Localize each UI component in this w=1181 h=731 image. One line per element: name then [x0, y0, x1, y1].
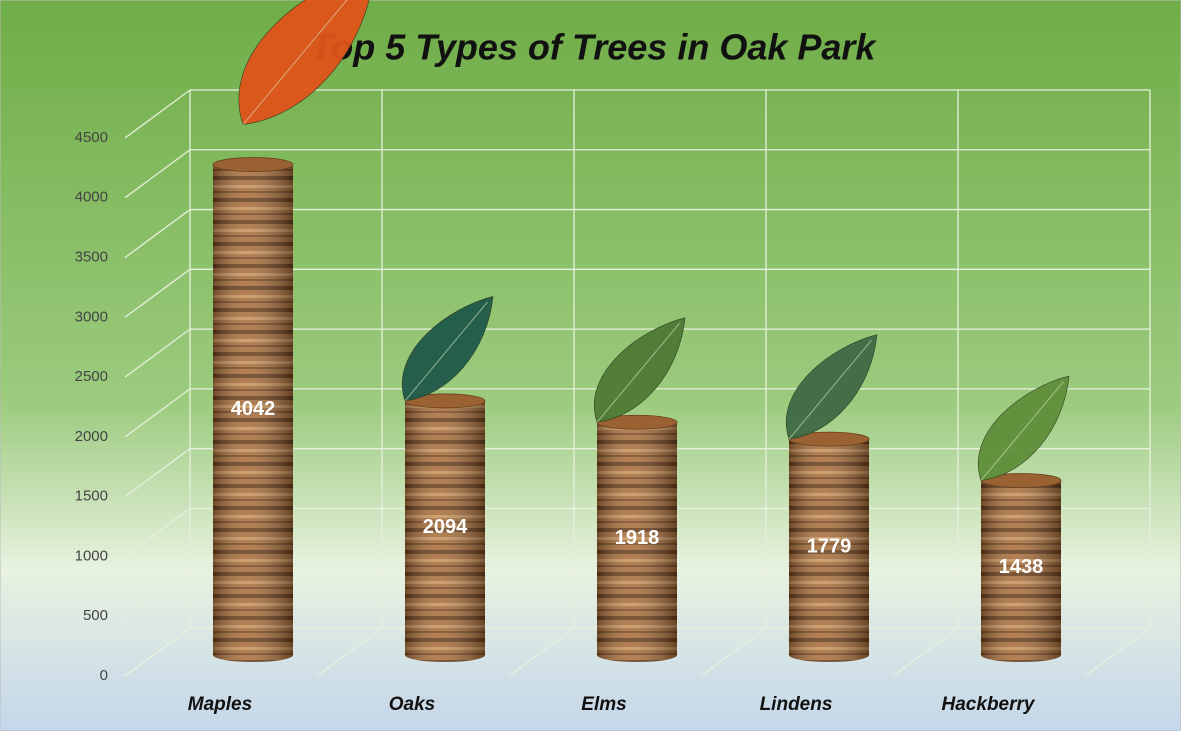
leaf-vein — [596, 322, 680, 423]
cylinder-shade — [405, 400, 485, 662]
chart-title: Top 5 Types of Trees in Oak Park — [311, 27, 878, 68]
data-label: 1918 — [615, 527, 660, 549]
leaf-vein — [788, 339, 872, 440]
data-label: 4042 — [231, 398, 276, 420]
bar — [788, 431, 870, 662]
y-tick-label: 1000 — [75, 547, 108, 564]
grid-line — [124, 507, 191, 557]
grid-line — [124, 448, 191, 498]
bar — [404, 393, 486, 662]
x-tick-label: Oaks — [389, 694, 435, 715]
y-tick-label: 4000 — [75, 189, 108, 206]
y-tick-label: 2500 — [75, 368, 108, 385]
bar — [980, 473, 1062, 662]
floor-line — [508, 627, 575, 677]
grid-line — [124, 328, 191, 378]
x-tick-label: Lindens — [760, 694, 833, 715]
cylinder-shade — [213, 164, 293, 662]
leaf-vein — [242, 0, 348, 125]
leaf-vein — [980, 381, 1064, 481]
cylinder-shade — [789, 439, 869, 662]
leaf-vein — [404, 301, 488, 402]
grid-line — [124, 268, 191, 318]
y-tick-label: 3000 — [75, 308, 108, 325]
bar — [596, 414, 678, 662]
y-tick-label: 500 — [83, 607, 108, 624]
grid-line — [124, 89, 191, 139]
y-tick-label: 3500 — [75, 249, 108, 266]
floor-line — [892, 627, 959, 677]
leaf-decoration — [238, 0, 370, 125]
cylinder-top — [212, 157, 294, 172]
grid-line — [124, 388, 191, 438]
data-label: 2094 — [423, 516, 468, 538]
grid-line — [124, 209, 191, 259]
grid-line — [124, 567, 191, 617]
grid-line — [124, 627, 191, 677]
x-tick-label: Elms — [581, 694, 626, 715]
y-tick-label: 0 — [100, 667, 108, 684]
floor-line — [316, 627, 383, 677]
y-tick-label: 2000 — [75, 428, 108, 445]
x-tick-label: Hackberry — [942, 694, 1036, 715]
data-label: 1438 — [999, 556, 1044, 578]
data-label: 1779 — [807, 535, 852, 557]
floor-line — [1084, 627, 1151, 677]
y-tick-label: 4500 — [75, 129, 108, 146]
cylinder-shade — [981, 480, 1061, 662]
bar — [212, 157, 294, 662]
floor-line — [700, 627, 767, 677]
x-tick-label: Maples — [188, 694, 252, 715]
cylinder-shade — [597, 422, 677, 662]
grid-line — [124, 149, 191, 199]
y-tick-label: 1500 — [75, 488, 108, 505]
